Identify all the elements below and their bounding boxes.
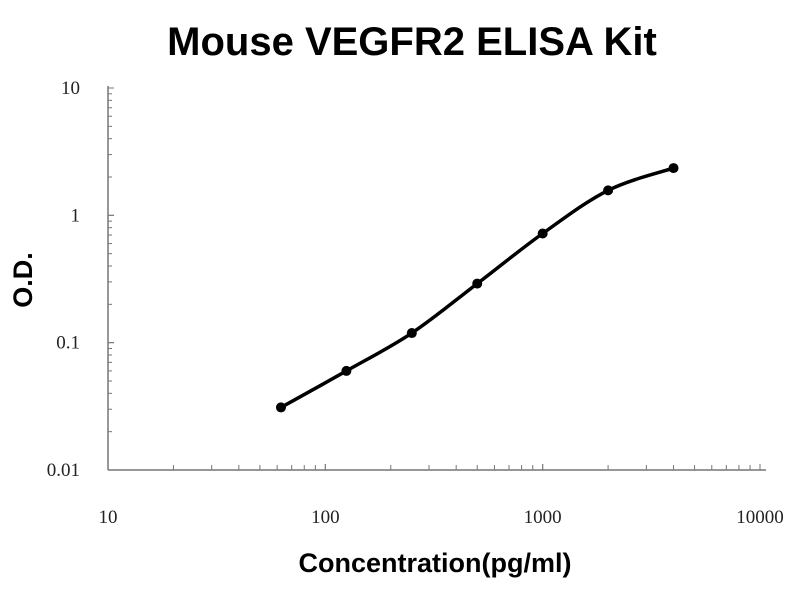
y-tick-label: 0.1 xyxy=(56,333,80,354)
data-point xyxy=(603,185,614,196)
x-tick-label: 10000 xyxy=(736,507,784,528)
y-tick-labels: 0.01 0.1 1 10 xyxy=(47,78,80,481)
data-point xyxy=(668,163,679,174)
axes xyxy=(107,86,766,471)
data-point xyxy=(406,328,417,339)
data-point xyxy=(341,365,352,376)
x-tick-label: 100 xyxy=(311,507,340,528)
x-tick-labels: 10 100 1000 10000 xyxy=(99,507,784,528)
y-tick-label: 0.01 xyxy=(47,460,80,481)
y-tick-label: 10 xyxy=(61,78,80,99)
data-point xyxy=(472,278,483,289)
x-tick-label: 10 xyxy=(99,507,118,528)
y-tick-label: 1 xyxy=(71,205,81,226)
chart-title: Mouse VEGFR2 ELISA Kit xyxy=(167,20,657,64)
data-point xyxy=(537,228,548,239)
x-axis-label: Concentration(pg/ml) xyxy=(299,548,572,578)
x-tick-label: 1000 xyxy=(524,507,562,528)
data-point xyxy=(275,402,286,413)
series-group xyxy=(275,163,679,413)
y-axis-label: O.D. xyxy=(8,252,38,308)
